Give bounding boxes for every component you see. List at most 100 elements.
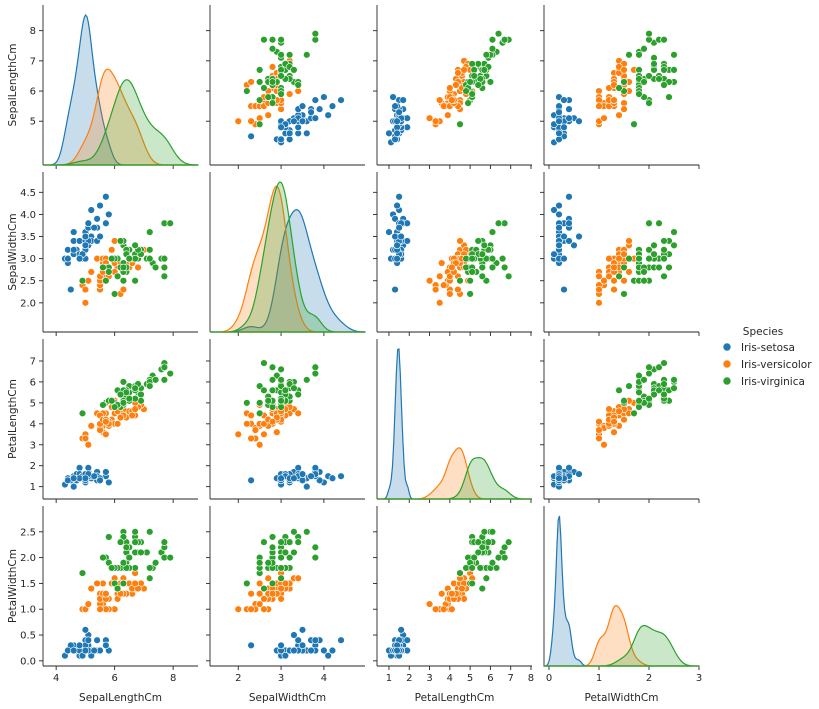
scatter-point — [290, 631, 298, 639]
scatter-point — [452, 81, 460, 89]
scatter-point — [600, 277, 608, 285]
scatter-point — [119, 378, 128, 386]
scatter-point — [96, 232, 104, 241]
scatter-point — [243, 579, 251, 588]
panel-PetalWidthCm-vs-SepalLengthCm — [540, 5, 700, 169]
scatter-point — [131, 241, 139, 250]
scatter-point — [268, 533, 277, 541]
scatter-point — [425, 277, 434, 285]
scatter-point — [555, 129, 563, 138]
panel-PetalWidthCm-vs-PetalWidthCm: 0 1 2 3 PetalWidthCm — [543, 506, 702, 704]
y-axis-title: PetalLengthCm — [7, 379, 19, 459]
scatter-point — [645, 246, 653, 254]
scatter-point — [458, 584, 466, 593]
scatter-point — [260, 584, 268, 593]
x-tick-label: 3 — [696, 673, 702, 684]
scatter-point — [247, 78, 255, 86]
x-tick-label: 1 — [596, 673, 602, 684]
x-tick-label: 2 — [646, 673, 652, 684]
scatter-point — [625, 51, 633, 59]
scatter-point — [466, 277, 474, 285]
scatter-point — [403, 636, 411, 644]
x-tick-label: 4 — [321, 673, 327, 684]
scatter-point — [90, 472, 98, 480]
scatter-point — [99, 401, 107, 409]
y-tick-label: 2.0 — [20, 553, 36, 564]
scatter-point — [281, 651, 290, 660]
scatter-point — [444, 111, 452, 119]
scatter-point — [96, 476, 104, 485]
scatter-point — [78, 409, 87, 418]
scatter-point — [260, 84, 268, 92]
x-tick-label: 6 — [487, 673, 493, 684]
y-tick-label: 3 — [30, 440, 36, 451]
scatter-point — [93, 215, 101, 223]
scatter-point — [460, 66, 468, 74]
scatter-point — [431, 285, 440, 294]
scatter-point — [260, 386, 268, 395]
scatter-point — [110, 403, 119, 411]
scatter-point — [268, 376, 277, 384]
scatter-point — [277, 538, 285, 546]
scatter-point — [670, 376, 678, 384]
scatter-point — [166, 219, 174, 227]
scatter-point — [234, 605, 242, 613]
panel-PetalLengthCm-vs-PetalWidthCm: 1 2 3 4 5 6 7 8 PetalLengthCm — [373, 506, 534, 704]
scatter-point — [403, 123, 411, 131]
scatter-point — [655, 219, 663, 227]
scatter-point — [151, 263, 160, 272]
scatter-point — [311, 96, 320, 104]
scatter-point — [160, 272, 169, 281]
scatter-point — [255, 399, 264, 407]
scatter-point — [560, 232, 568, 241]
y-tick-label: 4.0 — [20, 210, 36, 221]
scatter-point — [482, 574, 491, 582]
scatter-point — [99, 553, 107, 562]
scatter-point — [560, 285, 568, 294]
scatter-point — [605, 254, 613, 263]
scatter-point — [494, 219, 503, 227]
x-tick-label: 2 — [235, 673, 241, 684]
scatter-point — [635, 90, 643, 98]
scatter-point — [337, 472, 345, 480]
scatter-point — [494, 553, 503, 562]
scatter-point — [620, 290, 628, 298]
scatter-point — [324, 111, 332, 119]
scatter-point — [294, 409, 302, 418]
scatter-point — [500, 263, 509, 272]
scatter-point — [560, 254, 568, 263]
scatter-point — [555, 201, 563, 210]
scatter-point — [105, 210, 113, 219]
scatter-point — [311, 363, 320, 371]
scatter-point — [625, 254, 633, 263]
y-tick-label: 4.5 — [20, 188, 36, 199]
scatter-point — [277, 564, 285, 572]
scatter-point — [255, 96, 264, 104]
y-tick-label: 0.5 — [20, 631, 36, 642]
scatter-point — [456, 277, 464, 285]
scatter-point — [625, 268, 633, 276]
scatter-point — [264, 397, 272, 405]
y-tick-label: 1 — [30, 482, 36, 493]
scatter-point — [311, 369, 320, 378]
scatter-point — [116, 413, 125, 422]
scatter-point — [311, 543, 320, 551]
scatter-point — [247, 590, 255, 598]
scatter-point — [277, 135, 285, 144]
scatter-point — [466, 290, 474, 298]
scatter-point — [448, 96, 456, 104]
scatter-point — [605, 272, 613, 281]
scatter-point — [456, 120, 464, 128]
scatter-point — [260, 605, 268, 613]
scatter-point — [113, 272, 122, 281]
scatter-point — [234, 117, 242, 125]
scatter-point — [555, 210, 563, 219]
scatter-point — [268, 363, 277, 371]
scatter-point — [247, 641, 255, 650]
legend-label: Iris-setosa — [741, 342, 795, 354]
scatter-point — [630, 120, 638, 128]
scatter-point — [113, 420, 122, 428]
scatter-point — [478, 543, 486, 551]
scatter-point — [468, 268, 476, 276]
scatter-point — [96, 201, 104, 210]
